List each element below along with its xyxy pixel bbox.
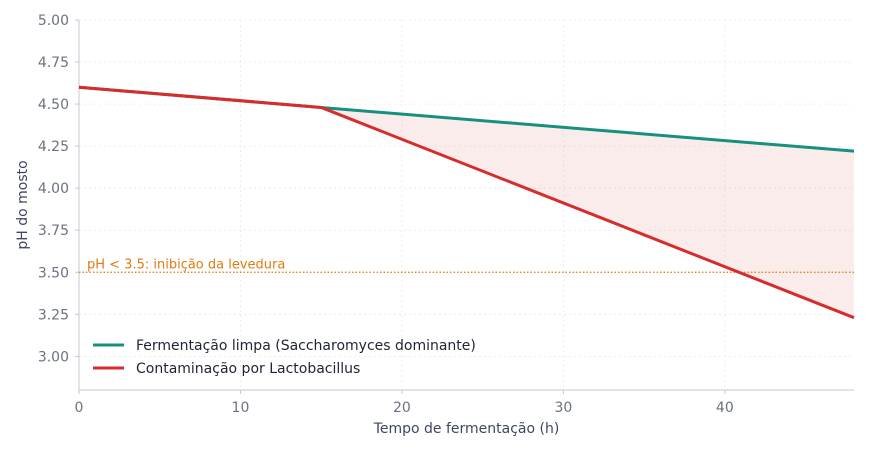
x-tick-label: 40	[716, 400, 734, 416]
y-axis-title: pH do mosto	[15, 160, 31, 249]
legend-label-clean: Fermentação limpa (Saccharomyces dominan…	[136, 338, 476, 354]
data-series	[78, 85, 855, 320]
y-tick-label: 3.75	[38, 223, 69, 239]
y-tick-label: 3.50	[38, 265, 69, 281]
y-tick-label: 3.00	[38, 349, 69, 365]
x-tick-label: 20	[393, 400, 411, 416]
y-tick-label: 5.00	[38, 13, 69, 29]
y-tick-label: 4.50	[38, 97, 69, 113]
legend-label-contaminated: Contaminação por Lactobacillus	[136, 361, 360, 377]
x-axis-title: Tempo de fermentação (h)	[373, 421, 560, 437]
x-tick-label: 0	[75, 400, 84, 416]
grid-lines	[78, 19, 854, 390]
tick-labels: 3.00 3.25 3.50 3.75 4.00 4.25 4.50 4.75 5.00 0 10 2…	[38, 13, 734, 416]
legend: Fermentação limpa (Saccharomyces dominan…	[93, 338, 476, 377]
axes	[75, 19, 854, 394]
x-tick-label: 30	[554, 400, 572, 416]
y-tick-label: 4.00	[38, 181, 69, 197]
threshold-label: pH < 3.5: inibição da levedura	[87, 257, 285, 272]
y-tick-label: 4.75	[38, 55, 69, 71]
series-line-1	[78, 85, 855, 320]
x-tick-label: 10	[232, 400, 250, 416]
y-tick-label: 4.25	[38, 139, 69, 155]
y-tick-label: 3.25	[38, 307, 69, 323]
